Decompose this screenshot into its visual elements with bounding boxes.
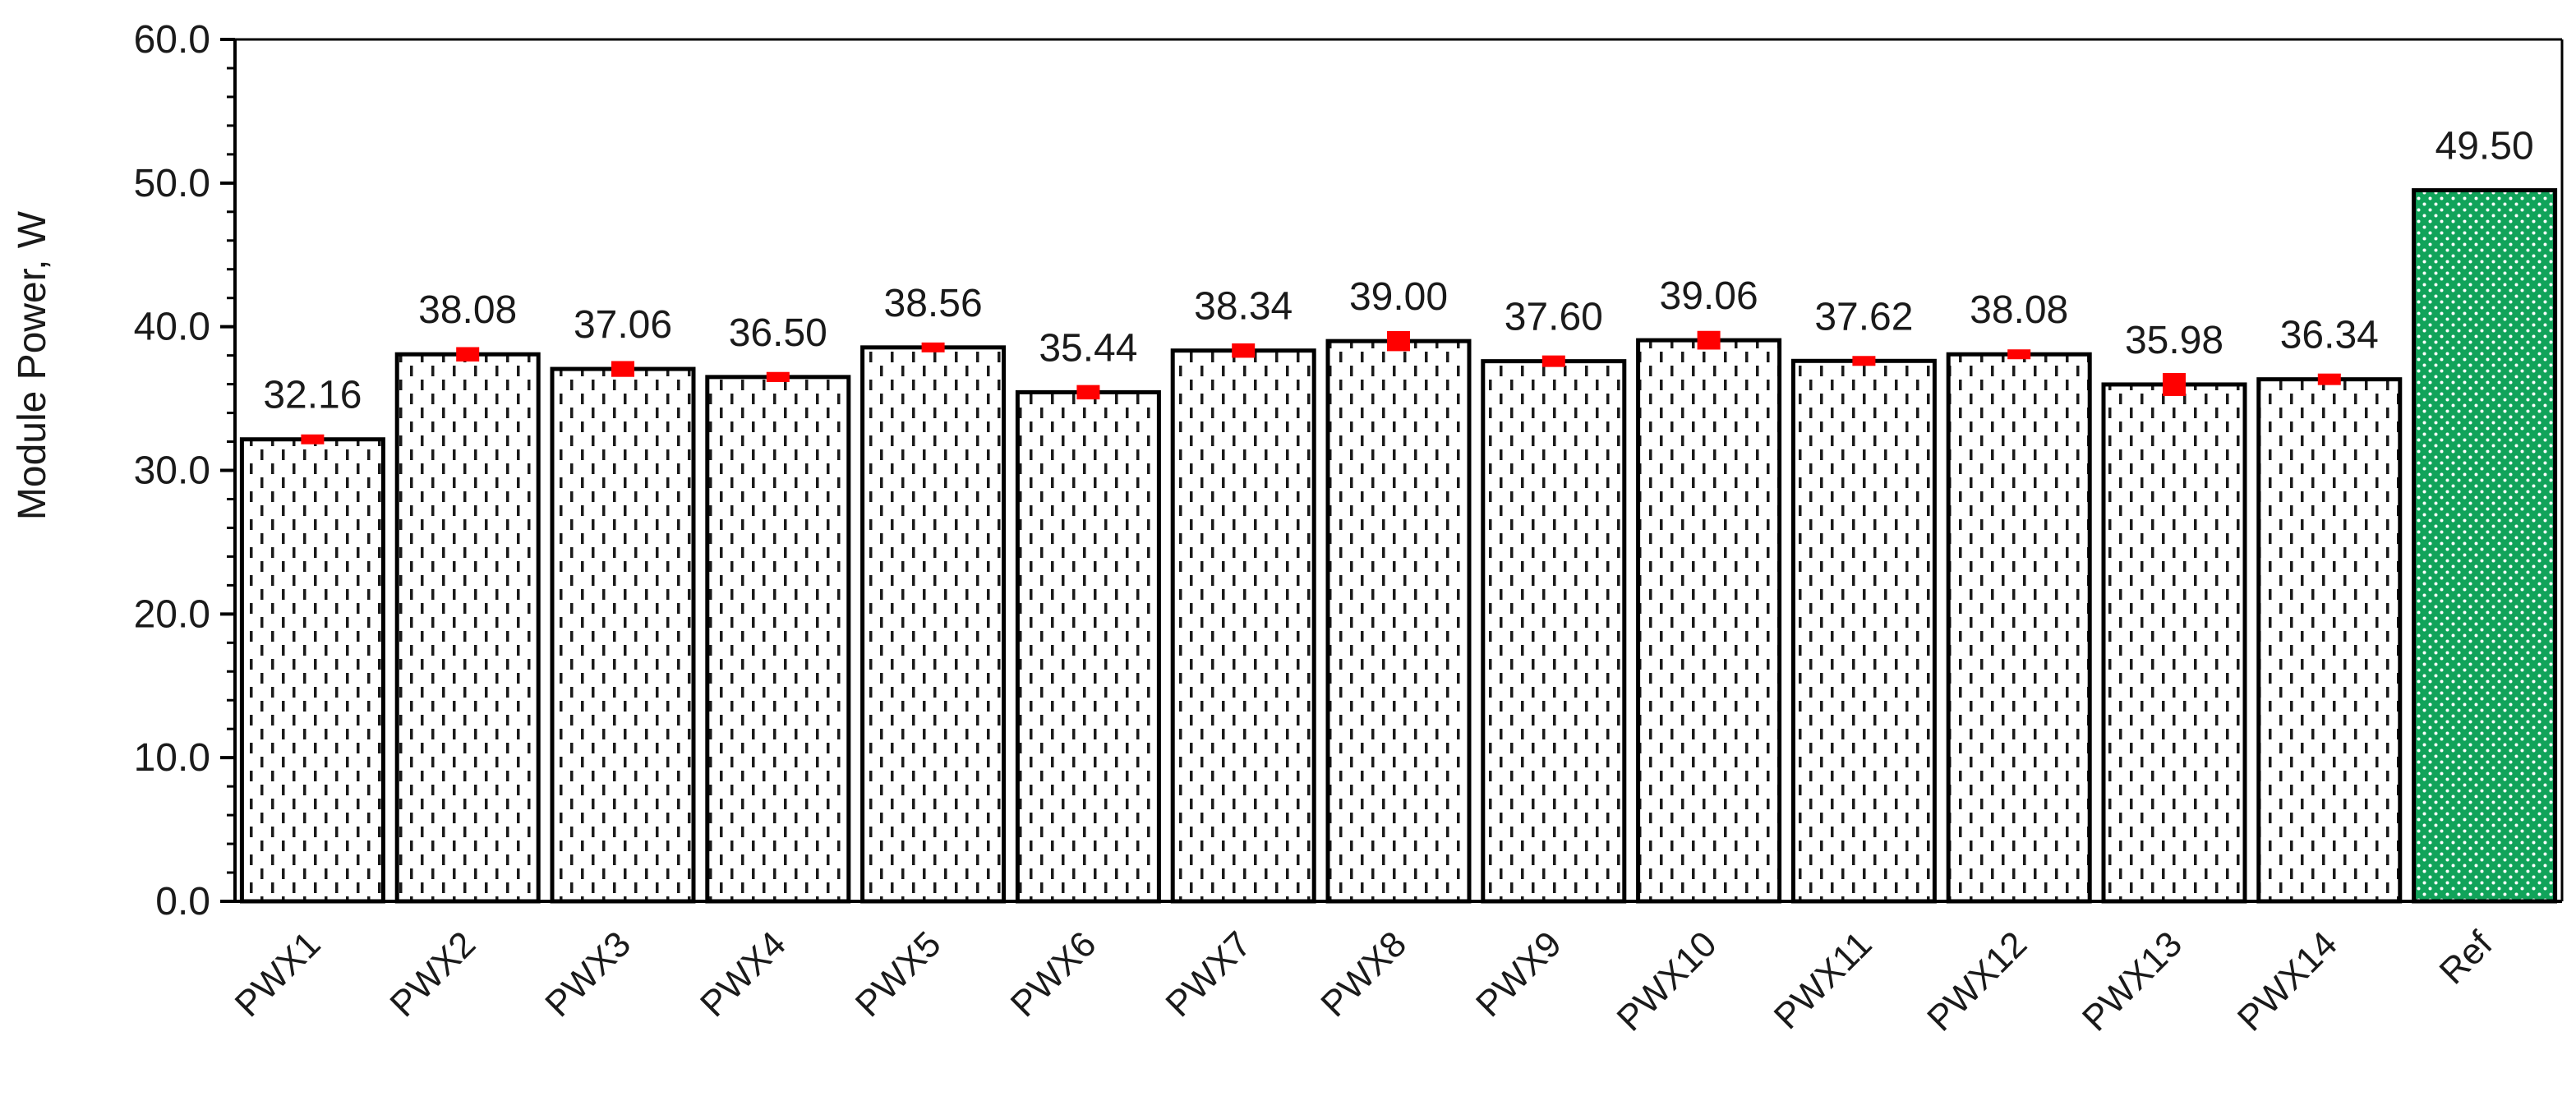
x-tick-label-pwx4: PWX4 — [693, 923, 794, 1025]
x-tick-label-pwx8: PWX8 — [1313, 923, 1414, 1025]
bar-pwx11 — [1790, 358, 1937, 904]
x-tick-label-pwx9: PWX9 — [1468, 923, 1569, 1025]
error-bar-pwx10 — [1697, 330, 1721, 350]
y-tick-label-30-0: 30.0 — [134, 449, 210, 493]
error-bar-pwx1 — [301, 434, 325, 444]
bar-pwx1 — [239, 437, 385, 904]
data-label-pwx7: 38.34 — [1194, 285, 1293, 329]
bar-pwx2 — [394, 352, 541, 904]
bar-pwx14 — [2256, 377, 2403, 904]
y-tick-label-0-0: 0.0 — [155, 880, 210, 923]
data-label-pwx3: 37.06 — [574, 303, 672, 347]
data-label-pwx8: 39.00 — [1349, 275, 1448, 319]
error-bar-pwx6 — [1076, 385, 1100, 400]
error-bar-pwx9 — [1541, 355, 1565, 367]
x-tick-label-pwx13: PWX13 — [2075, 923, 2190, 1039]
error-bar-pwx7 — [1232, 343, 1256, 358]
data-label-pwx9: 37.60 — [1505, 296, 1603, 339]
bar-ref — [2412, 188, 2558, 904]
x-tick-label-pwx14: PWX14 — [2230, 923, 2345, 1039]
y-tick-label-40-0: 40.0 — [134, 306, 210, 349]
x-tick-label-ref: Ref — [2432, 923, 2501, 993]
x-tick-label-pwx1: PWX1 — [228, 923, 329, 1025]
x-tick-label-pwx3: PWX3 — [537, 923, 638, 1025]
error-bar-pwx12 — [2007, 349, 2031, 360]
x-tick-label-pwx11: PWX11 — [1767, 923, 1880, 1037]
data-label-pwx5: 38.56 — [884, 282, 983, 325]
data-label-pwx12: 38.08 — [1970, 288, 2068, 332]
error-bar-pwx13 — [2163, 372, 2186, 396]
data-label-pwx13: 35.98 — [2125, 319, 2223, 362]
data-label-pwx2: 38.08 — [418, 288, 517, 332]
y-tick-label-50-0: 50.0 — [134, 162, 210, 205]
error-bar-pwx14 — [2317, 373, 2341, 385]
bar-pwx6 — [1015, 389, 1161, 904]
bar-pwx9 — [1481, 359, 1627, 904]
data-label-pwx11: 37.62 — [1814, 295, 1913, 339]
y-tick-label-60-0: 60.0 — [134, 18, 210, 62]
data-label-pwx10: 39.06 — [1660, 274, 1758, 318]
bar-pwx4 — [705, 375, 851, 904]
data-label-pwx1: 32.16 — [263, 374, 362, 417]
error-bar-pwx2 — [456, 347, 480, 362]
y-tick-label-10-0: 10.0 — [134, 736, 210, 780]
x-tick-label-pwx2: PWX2 — [382, 923, 483, 1025]
error-bar-pwx5 — [921, 342, 945, 352]
error-bar-pwx8 — [1387, 330, 1410, 352]
data-label-ref: 49.50 — [2435, 125, 2534, 168]
error-bar-pwx11 — [1852, 356, 1876, 366]
data-label-pwx4: 36.50 — [729, 311, 827, 355]
bar-pwx12 — [1946, 352, 2092, 904]
x-tick-label-pwx6: PWX6 — [1003, 923, 1104, 1025]
bars-layer — [239, 188, 2558, 904]
error-bar-pwx3 — [611, 361, 634, 377]
y-axis-label: Module Power, W — [11, 210, 54, 520]
x-tick-label-pwx7: PWX7 — [1158, 923, 1259, 1025]
bar-pwx8 — [1325, 339, 1472, 904]
data-label-pwx6: 35.44 — [1039, 326, 1137, 370]
y-tick-label-20-0: 20.0 — [134, 592, 210, 636]
x-tick-label-pwx5: PWX5 — [848, 923, 949, 1025]
bar-pwx3 — [550, 366, 696, 904]
bar-pwx10 — [1636, 338, 1782, 904]
data-label-pwx14: 36.34 — [2280, 314, 2379, 357]
x-tick-label-pwx12: PWX12 — [1919, 923, 2035, 1039]
axes-layer — [220, 38, 2564, 903]
bar-pwx13 — [2101, 382, 2247, 904]
error-bar-pwx4 — [766, 371, 790, 382]
bar-pwx7 — [1170, 348, 1316, 904]
bar-pwx5 — [860, 345, 1007, 904]
x-tick-label-pwx10: PWX10 — [1610, 923, 1725, 1039]
